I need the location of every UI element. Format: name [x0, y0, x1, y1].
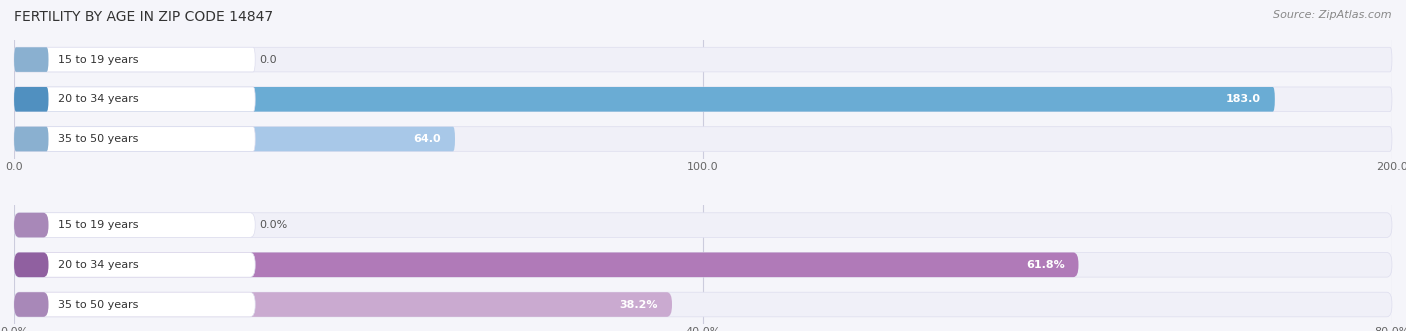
FancyBboxPatch shape [14, 213, 256, 237]
Text: 0.0%: 0.0% [259, 220, 288, 230]
Text: 15 to 19 years: 15 to 19 years [58, 220, 139, 230]
FancyBboxPatch shape [14, 127, 456, 151]
FancyBboxPatch shape [14, 292, 672, 317]
FancyBboxPatch shape [14, 292, 1392, 317]
FancyBboxPatch shape [14, 292, 256, 317]
FancyBboxPatch shape [14, 292, 48, 317]
FancyBboxPatch shape [14, 87, 1392, 112]
FancyBboxPatch shape [14, 47, 1392, 72]
FancyBboxPatch shape [14, 213, 1392, 237]
FancyBboxPatch shape [14, 127, 48, 151]
Text: 61.8%: 61.8% [1026, 260, 1064, 270]
Text: 35 to 50 years: 35 to 50 years [58, 300, 139, 309]
FancyBboxPatch shape [14, 87, 48, 112]
Text: 183.0: 183.0 [1226, 94, 1261, 104]
Text: 20 to 34 years: 20 to 34 years [58, 94, 139, 104]
Text: 15 to 19 years: 15 to 19 years [58, 55, 139, 65]
FancyBboxPatch shape [14, 87, 256, 112]
FancyBboxPatch shape [14, 253, 1078, 277]
FancyBboxPatch shape [14, 213, 48, 237]
FancyBboxPatch shape [14, 253, 1392, 277]
Text: 64.0: 64.0 [413, 134, 441, 144]
FancyBboxPatch shape [14, 47, 48, 72]
Text: Source: ZipAtlas.com: Source: ZipAtlas.com [1274, 10, 1392, 20]
FancyBboxPatch shape [14, 127, 256, 151]
FancyBboxPatch shape [14, 47, 256, 72]
Text: 38.2%: 38.2% [620, 300, 658, 309]
FancyBboxPatch shape [14, 253, 256, 277]
FancyBboxPatch shape [14, 87, 1275, 112]
FancyBboxPatch shape [14, 127, 1392, 151]
Text: FERTILITY BY AGE IN ZIP CODE 14847: FERTILITY BY AGE IN ZIP CODE 14847 [14, 10, 273, 24]
Text: 0.0: 0.0 [259, 55, 277, 65]
Text: 20 to 34 years: 20 to 34 years [58, 260, 139, 270]
FancyBboxPatch shape [14, 253, 48, 277]
Text: 35 to 50 years: 35 to 50 years [58, 134, 139, 144]
